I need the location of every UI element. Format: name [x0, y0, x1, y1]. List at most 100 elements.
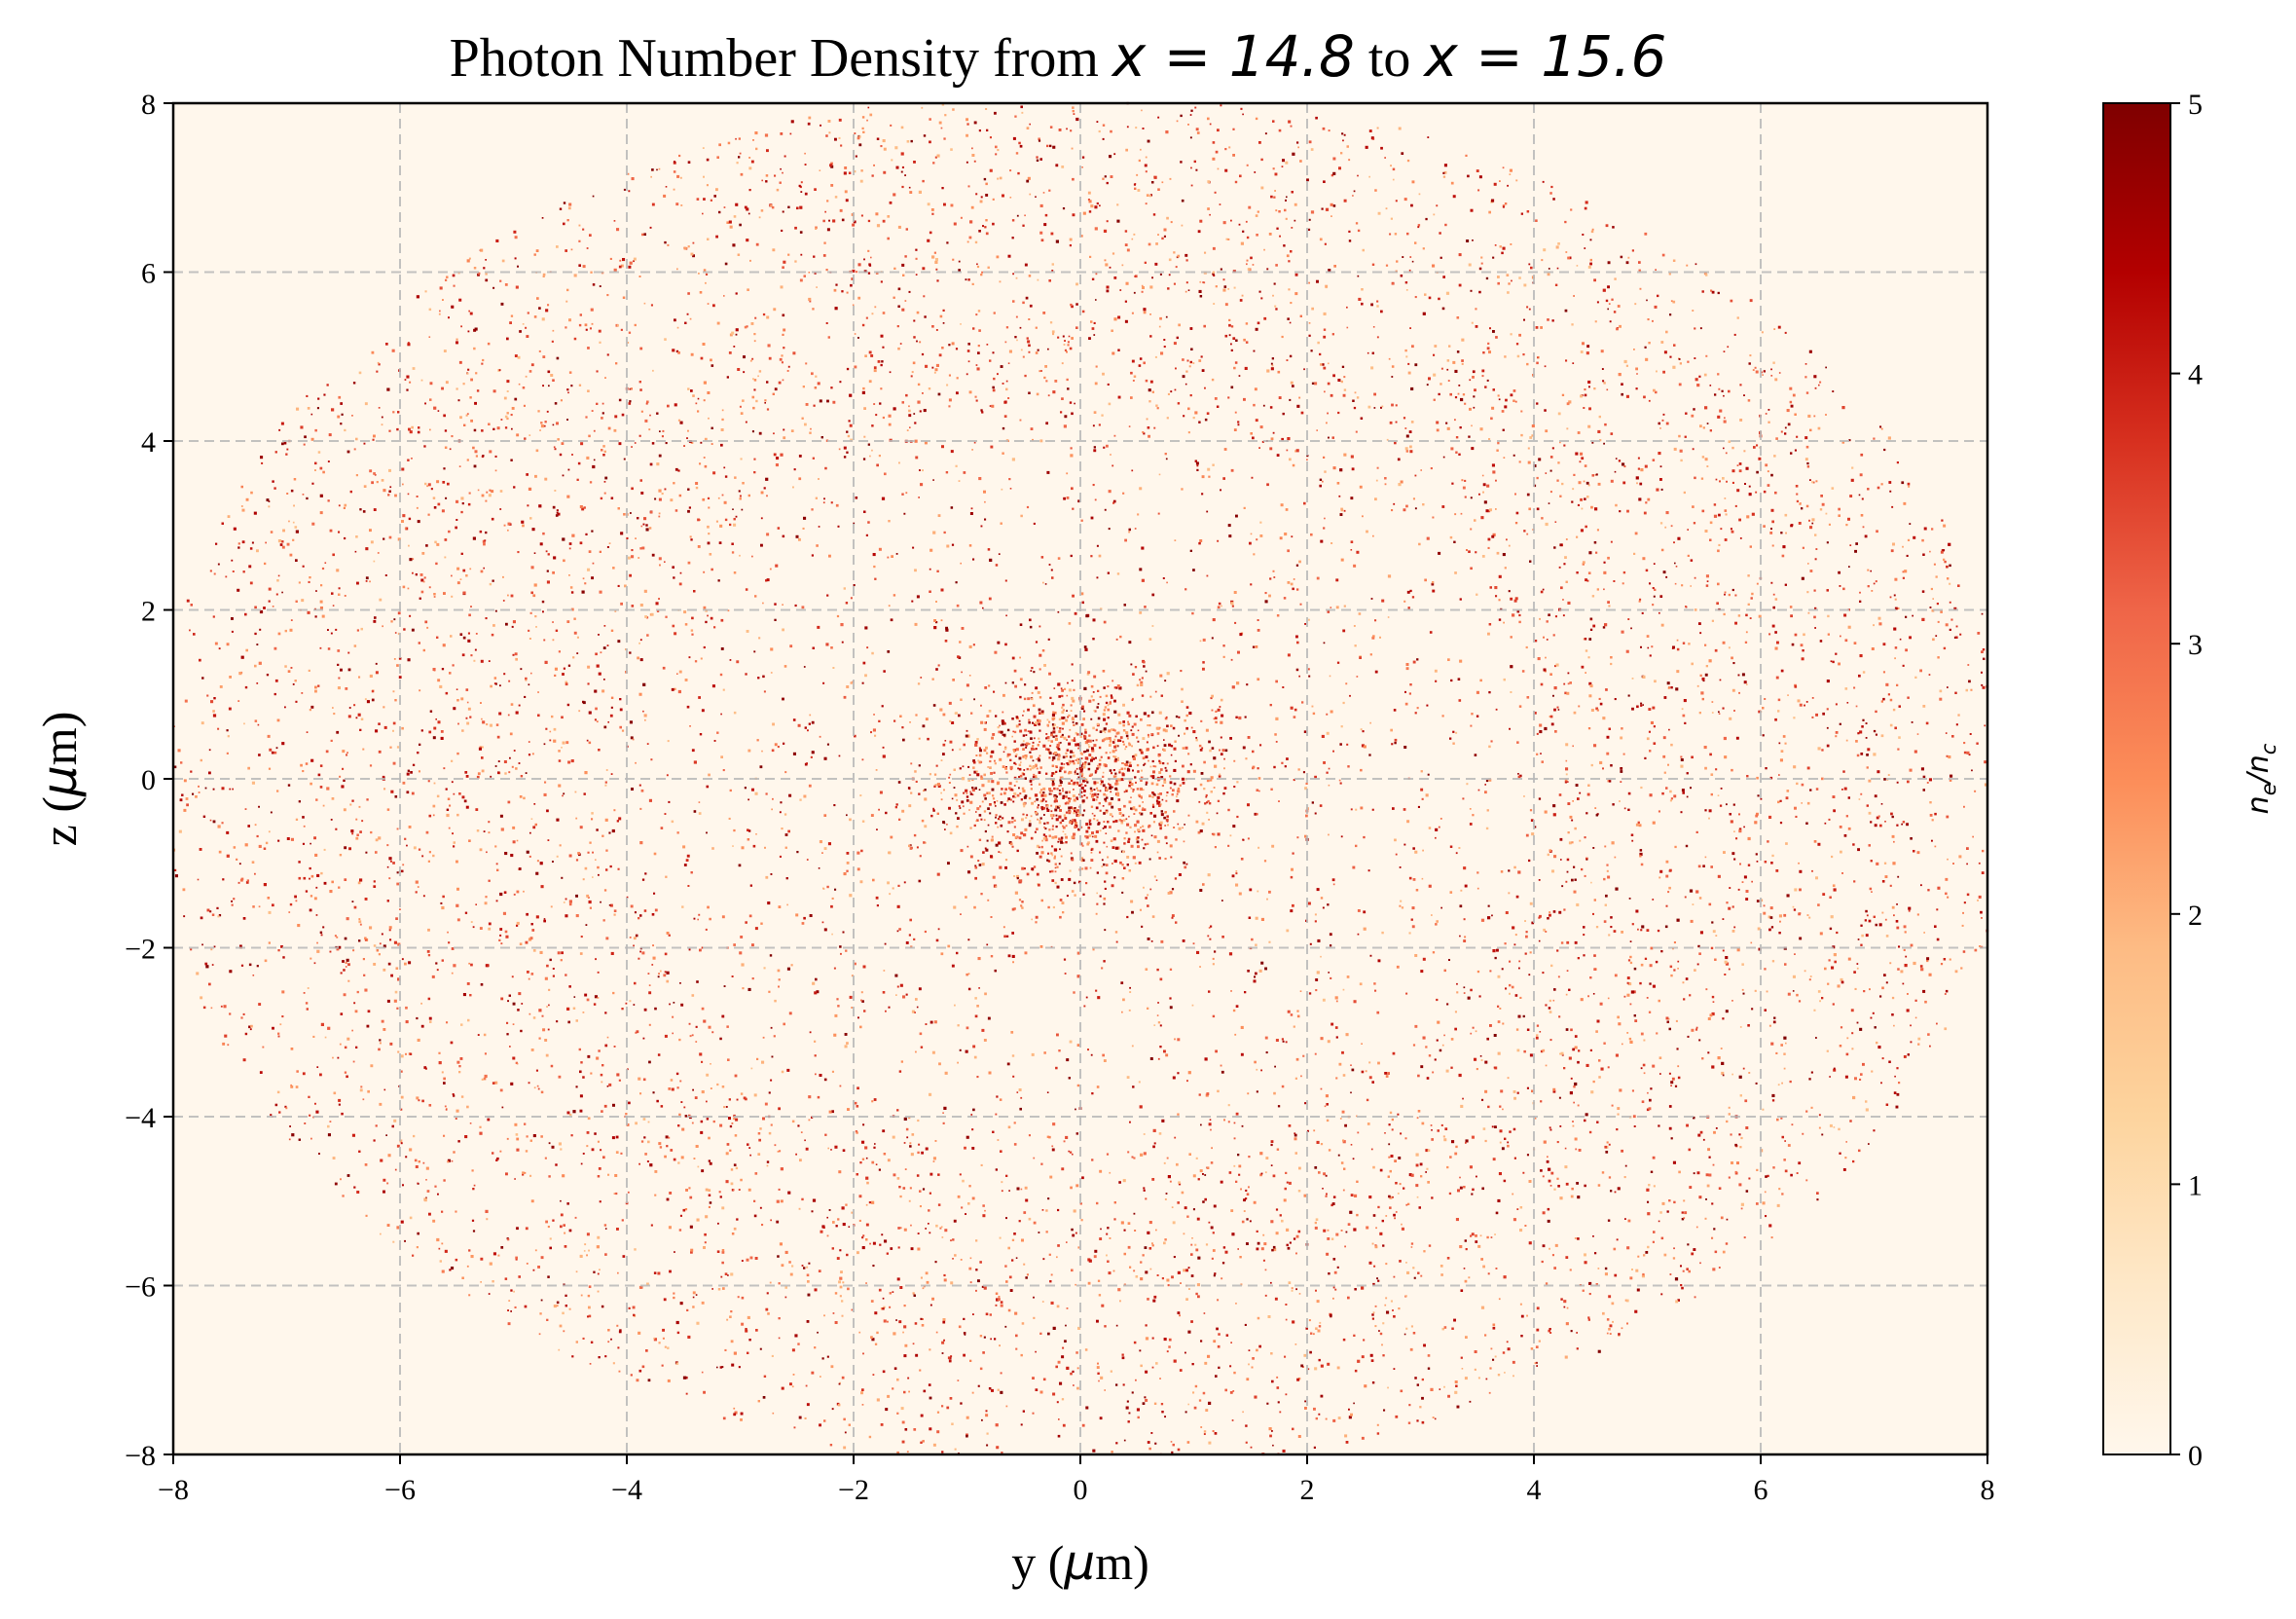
density-point [355, 535, 358, 538]
density-point [1960, 967, 1963, 970]
density-point [1573, 711, 1577, 715]
density-point [720, 443, 723, 447]
density-point [1296, 641, 1299, 644]
density-point [1426, 1167, 1429, 1170]
density-point [1270, 1281, 1272, 1284]
density-point [446, 813, 450, 818]
density-point [929, 1092, 932, 1096]
density-point [1356, 1180, 1359, 1183]
density-point [1112, 351, 1115, 355]
density-point [589, 906, 592, 909]
density-point [825, 134, 828, 137]
density-point [1063, 424, 1067, 428]
density-point [1485, 276, 1489, 280]
density-point [1444, 1127, 1448, 1130]
density-point [1258, 290, 1261, 293]
density-point [1090, 320, 1093, 323]
density-point [642, 523, 645, 526]
density-point [1254, 975, 1257, 978]
density-point [337, 663, 340, 666]
density-point [408, 427, 411, 431]
density-point [528, 855, 531, 858]
density-point [276, 718, 280, 722]
density-point [1485, 509, 1489, 513]
density-point [958, 480, 961, 482]
density-point [1826, 708, 1829, 711]
density-point [876, 1331, 879, 1335]
density-point [1652, 459, 1656, 461]
density-point [1259, 1173, 1262, 1177]
density-point [745, 421, 747, 423]
density-point [822, 681, 825, 684]
density-point [934, 260, 938, 264]
density-point [1148, 1247, 1152, 1250]
density-point [1888, 481, 1892, 484]
density-point [376, 949, 380, 952]
density-point [404, 837, 407, 840]
density-point [679, 1080, 682, 1083]
density-point [1830, 915, 1834, 919]
density-point [1780, 1117, 1783, 1120]
density-point [1318, 1325, 1322, 1328]
density-point [1705, 574, 1709, 578]
density-point [709, 553, 712, 556]
density-point [1454, 1390, 1458, 1394]
density-point [350, 829, 354, 833]
density-point [986, 943, 989, 946]
density-point [1273, 1248, 1277, 1252]
density-point [1097, 996, 1101, 1000]
density-point [1649, 750, 1652, 753]
density-point [903, 1142, 906, 1144]
density-point [562, 673, 565, 676]
density-point [968, 1267, 972, 1270]
density-point [1306, 1129, 1309, 1132]
density-point [1410, 918, 1413, 921]
density-point [1385, 1215, 1388, 1217]
density-point [631, 605, 635, 607]
density-point [880, 363, 883, 367]
density-point [1296, 588, 1299, 591]
density-point [1758, 614, 1762, 618]
density-point [685, 1189, 688, 1192]
density-point [486, 964, 490, 968]
density-point [351, 1133, 355, 1137]
density-point [658, 515, 661, 518]
density-point [1649, 1098, 1652, 1102]
density-point [1018, 1088, 1022, 1091]
density-point [1736, 464, 1739, 466]
density-point [444, 446, 448, 449]
density-point [1208, 990, 1211, 993]
density-point [258, 754, 261, 756]
density-point [893, 296, 895, 299]
density-point [268, 600, 271, 603]
density-point [1984, 783, 1987, 787]
density-point [1547, 318, 1549, 321]
density-point [575, 859, 579, 862]
density-point [542, 355, 546, 358]
density-point [902, 1331, 904, 1334]
density-point [1272, 1245, 1276, 1249]
density-point [784, 813, 787, 816]
density-point [1549, 192, 1552, 195]
density-point [1876, 816, 1879, 820]
density-point [826, 228, 830, 232]
density-point [1287, 549, 1290, 553]
density-point [1503, 1179, 1507, 1183]
density-point [481, 756, 484, 759]
density-point [1470, 1032, 1473, 1035]
density-point [1488, 350, 1491, 354]
density-point [545, 309, 549, 313]
density-point [396, 427, 399, 431]
density-point [1138, 1081, 1141, 1084]
density-point [664, 488, 667, 491]
density-point [524, 1122, 527, 1125]
density-point [449, 448, 452, 451]
density-point [1959, 633, 1962, 636]
density-point [327, 1124, 330, 1128]
density-point [1572, 745, 1574, 748]
density-point [1020, 514, 1023, 518]
density-point [1165, 1193, 1168, 1195]
density-point [664, 561, 666, 563]
density-point [1838, 662, 1840, 666]
density-point [548, 1142, 551, 1145]
